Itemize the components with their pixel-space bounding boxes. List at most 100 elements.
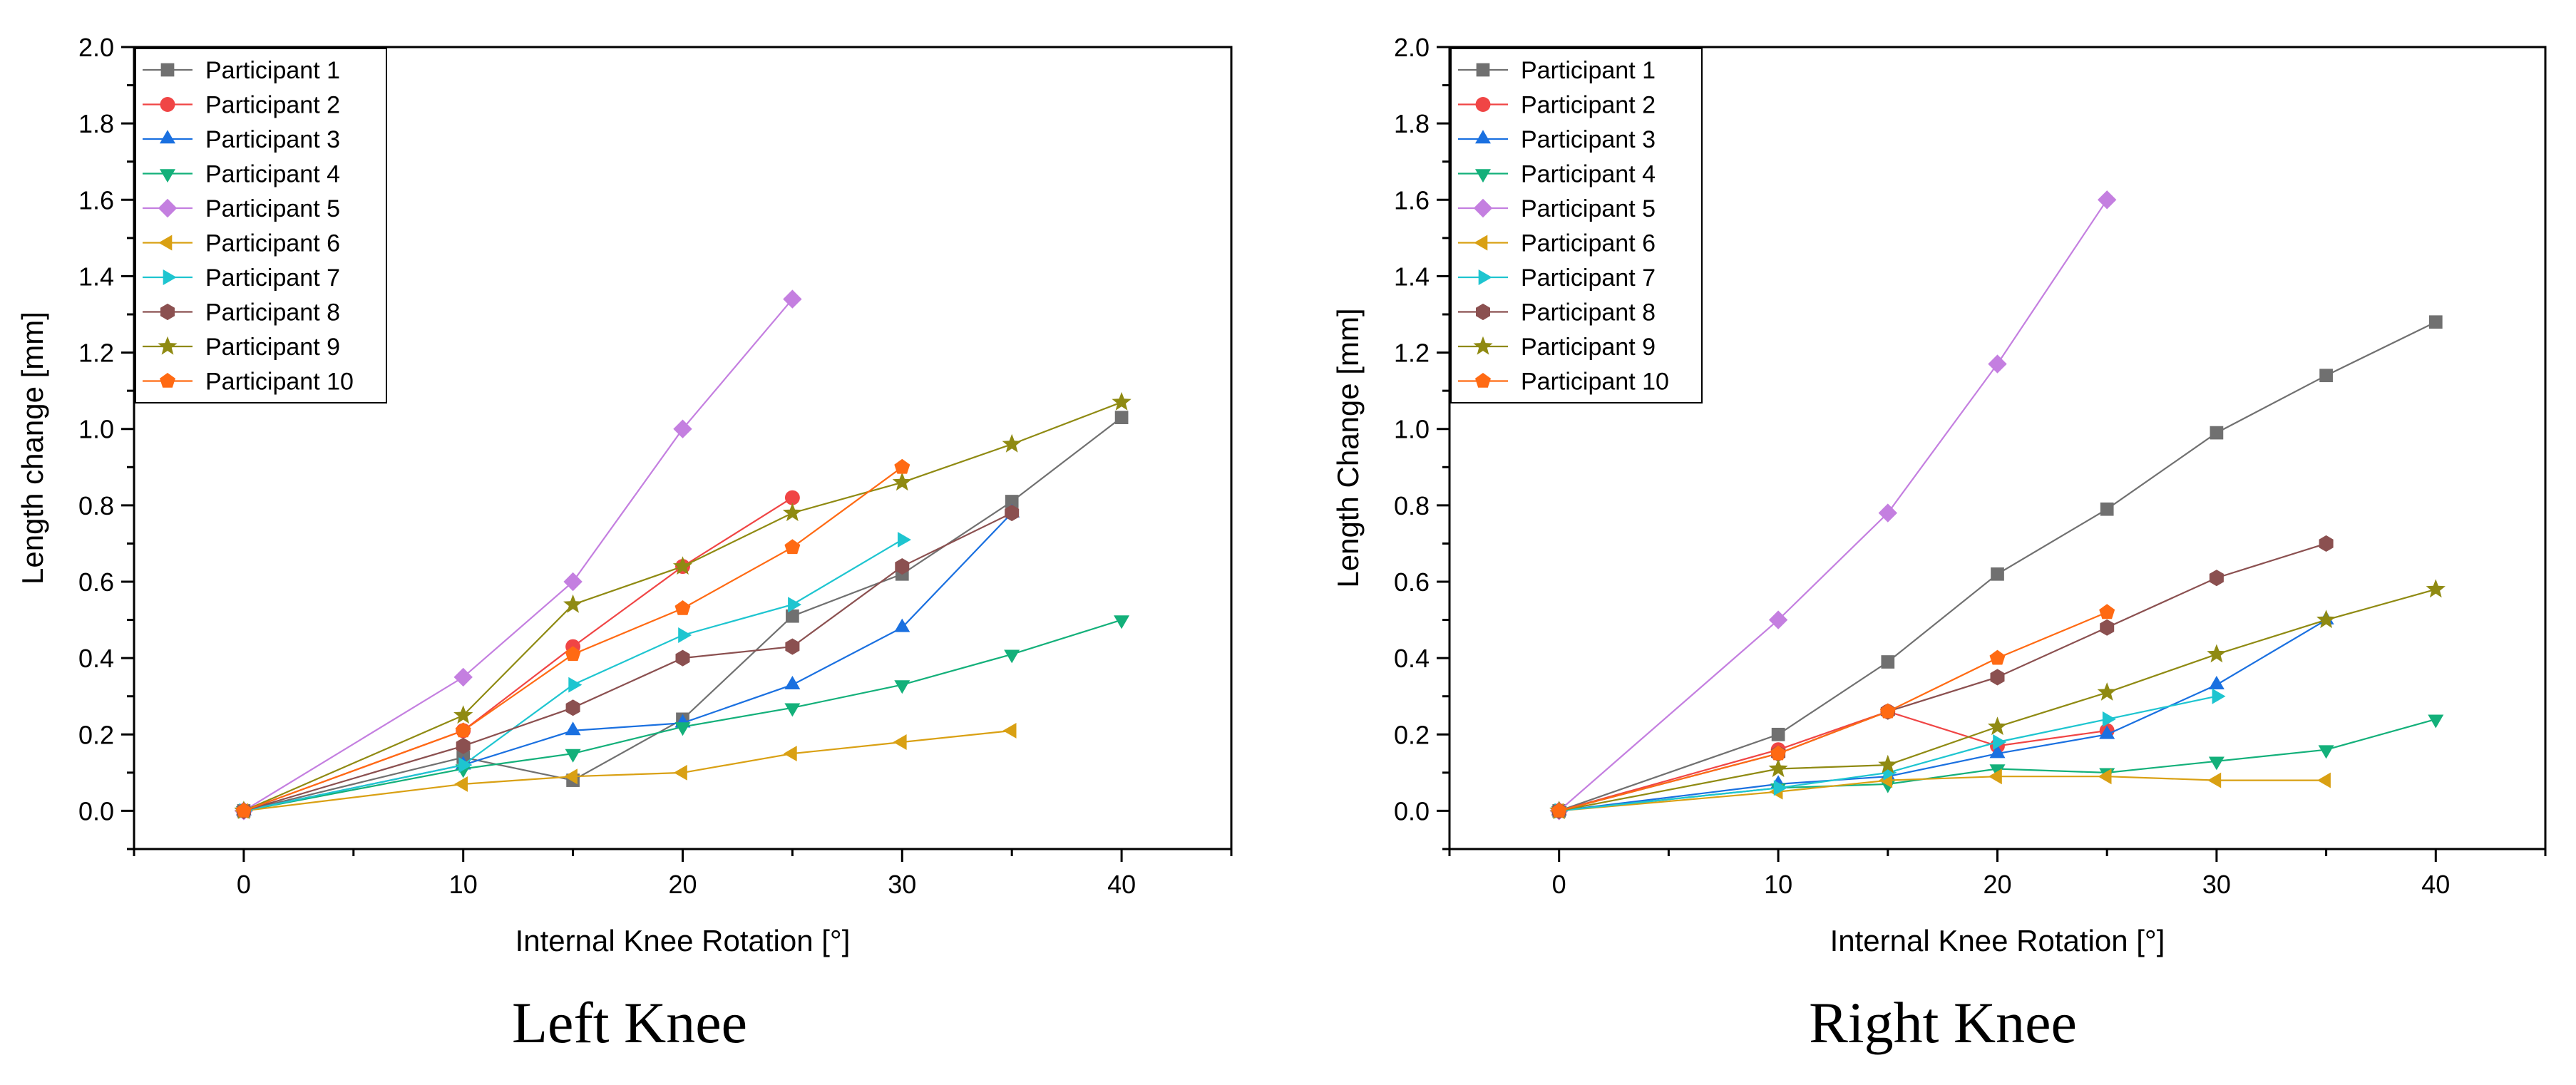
y-tick-label: 0.4: [78, 644, 114, 673]
data-point: [565, 721, 581, 736]
series-line: [243, 512, 1012, 812]
legend-marker: [160, 169, 175, 183]
y-tick-label: 0.8: [78, 491, 114, 520]
legend-item: Participant 7: [143, 264, 340, 292]
x-tick-label: 0: [237, 870, 251, 899]
legend-marker: [1473, 198, 1493, 218]
legend-marker: [163, 269, 177, 285]
data-point: [1768, 759, 1788, 778]
data-point: [2318, 745, 2334, 759]
data-point: [1988, 768, 2002, 785]
series-line: [1559, 710, 2108, 812]
legend-marker: [160, 97, 175, 112]
data-point: [2099, 725, 2115, 739]
data-point: [2207, 772, 2222, 788]
x-tick-label: 40: [1107, 870, 1136, 899]
data-point: [1879, 703, 1896, 719]
legend-item: Participant 9: [1458, 334, 1656, 361]
series-participant-10: [1551, 604, 2115, 818]
caption-left-knee: Left Knee: [512, 990, 747, 1055]
x-axis-label: Internal Knee Rotation [°]: [515, 924, 851, 957]
data-point: [1989, 744, 2006, 759]
data-point: [784, 539, 801, 555]
y-tick-label: 0.2: [78, 720, 114, 749]
legend-item: Participant 1: [143, 57, 340, 84]
legend-item: Participant 5: [143, 195, 340, 222]
data-point: [1878, 754, 1898, 773]
data-point: [788, 597, 802, 613]
y-tick-label: 0.2: [1394, 720, 1430, 749]
legend-marker: [158, 235, 173, 251]
data-point: [568, 677, 583, 693]
legend-box: [135, 48, 387, 403]
data-point: [2209, 570, 2224, 587]
legend-marker: [158, 336, 178, 355]
data-point: [2319, 369, 2333, 383]
data-point: [1881, 655, 1895, 669]
legend-item: Participant 10: [143, 369, 354, 396]
data-point: [894, 618, 910, 632]
legend-item: Participant 7: [1458, 264, 1656, 292]
data-point: [455, 722, 471, 738]
legend-label: Participant 5: [205, 195, 340, 222]
legend-label: Participant 6: [1521, 230, 1656, 257]
x-tick-label: 20: [1983, 870, 2011, 899]
legend-marker: [1475, 97, 1491, 112]
data-point: [2208, 676, 2225, 689]
legend-item: Participant 8: [143, 299, 340, 326]
legend-label: Participant 10: [1521, 369, 1669, 396]
data-point: [2208, 756, 2225, 771]
x-tick-label: 0: [1552, 870, 1566, 899]
legend-box: [1450, 48, 1703, 403]
legend-marker: [1473, 336, 1493, 355]
y-tick-label: 0.6: [1394, 567, 1430, 597]
legend-marker: [158, 198, 178, 218]
data-point: [2212, 688, 2226, 704]
data-point: [675, 649, 690, 667]
data-point: [2098, 768, 2112, 785]
legend-marker: [160, 373, 175, 388]
legend-marker: [160, 303, 175, 321]
legend-marker: [160, 130, 175, 144]
data-point: [2100, 502, 2114, 516]
legend-marker: [1474, 235, 1488, 251]
y-tick-label: 1.6: [78, 185, 114, 215]
legend-item: Participant 3: [143, 126, 340, 153]
legend: Participant 1 Participant 2 Participant 3 P…: [135, 48, 387, 403]
data-point: [453, 705, 473, 724]
legend-label: Participant 6: [205, 230, 340, 257]
chart-left-knee: 0 10 20 30 40 0.0 0.2 0.4 0.6 0.8 1.0 1.2 1.4 1.6 1.8 2…: [16, 33, 1233, 957]
legend-marker: [1475, 373, 1491, 388]
data-point: [674, 722, 691, 736]
data-point: [1004, 649, 1020, 664]
series-line: [243, 539, 903, 812]
x-tick-label: 20: [668, 870, 697, 899]
x-tick-label: 40: [2421, 870, 2450, 899]
legend-item: Participant 4: [143, 161, 340, 188]
legend-label: Participant 3: [1521, 126, 1656, 153]
data-point: [782, 503, 802, 522]
series-participant-8: [236, 505, 1020, 819]
y-tick-label: 1.0: [78, 415, 114, 444]
y-tick-label: 1.8: [78, 109, 114, 138]
legend-item: Participant 9: [143, 334, 340, 361]
legend-item: Participant 3: [1458, 126, 1656, 153]
x-tick-label: 10: [449, 870, 478, 899]
y-tick-label: 1.6: [1394, 185, 1430, 215]
data-point: [1551, 802, 1567, 818]
data-point: [1990, 669, 2005, 686]
y-tick-label: 2.0: [1394, 33, 1430, 62]
legend-item: Participant 2: [1458, 92, 1656, 119]
data-point: [2428, 714, 2444, 729]
data-point: [1005, 505, 1020, 522]
legend-label: Participant 8: [205, 299, 340, 326]
data-point: [1114, 411, 1129, 424]
data-point: [784, 676, 801, 689]
data-point: [1770, 745, 1787, 761]
legend-label: Participant 5: [1521, 195, 1656, 222]
data-point: [1993, 734, 2007, 750]
legend-label: Participant 9: [205, 334, 340, 361]
legend-marker: [1475, 130, 1491, 144]
legend-marker: [160, 63, 175, 77]
x-tick-label: 10: [1764, 870, 1792, 899]
